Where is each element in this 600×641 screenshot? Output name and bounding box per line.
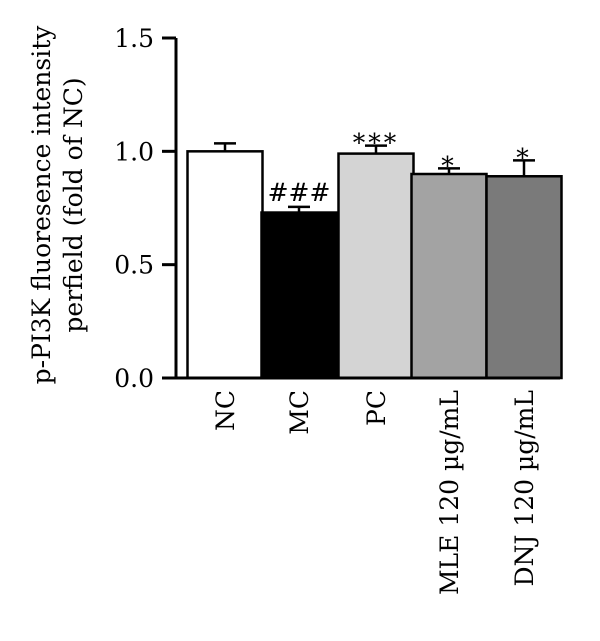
bar-2 <box>337 152 415 380</box>
bar-1 <box>260 211 338 380</box>
category-label-1: MC <box>285 390 314 435</box>
bar-4 <box>485 175 563 380</box>
y-tick-label-2: 1.0 <box>114 137 154 166</box>
y-tick-label-3: 1.5 <box>114 24 154 53</box>
significance-label-1: ### <box>268 178 331 207</box>
error-bars <box>214 142 535 213</box>
error-bar-0 <box>214 142 236 152</box>
category-label-3: MLE 120 µg/mL <box>435 390 464 595</box>
error-bar-1 <box>288 205 310 213</box>
bars <box>186 150 563 380</box>
category-labels: NC MC PC MLE 120 µg/mL DNJ 120 µg/mL <box>211 390 539 595</box>
y-axis-title-line-0: p-PI3K fluoresence intensity <box>27 25 56 385</box>
category-label-0: NC <box>211 390 240 431</box>
y-tick-label-0: 0.0 <box>114 364 154 393</box>
y-axis-title: p-PI3K fluoresence intensity perfield (fo… <box>27 25 88 385</box>
error-bar-2 <box>365 144 387 154</box>
y-axis-ticks: 0.0 0.5 1.0 1.5 <box>114 24 176 393</box>
y-tick-label-1: 0.5 <box>114 251 154 280</box>
bar-0 <box>186 150 264 380</box>
significance-labels: ###**** * <box>268 129 532 207</box>
error-bar-4 <box>513 159 535 177</box>
significance-label-2: *** <box>353 129 400 158</box>
error-bar-3 <box>438 167 460 174</box>
category-label-4: DNJ 120 µg/mL <box>510 390 539 587</box>
bar-3 <box>410 172 488 380</box>
y-axis-title-line-1: perfield (fold of NC) <box>59 77 88 332</box>
category-label-2: PC <box>362 390 391 426</box>
significance-label-4: * <box>516 143 532 172</box>
significance-label-3: * <box>441 151 457 180</box>
